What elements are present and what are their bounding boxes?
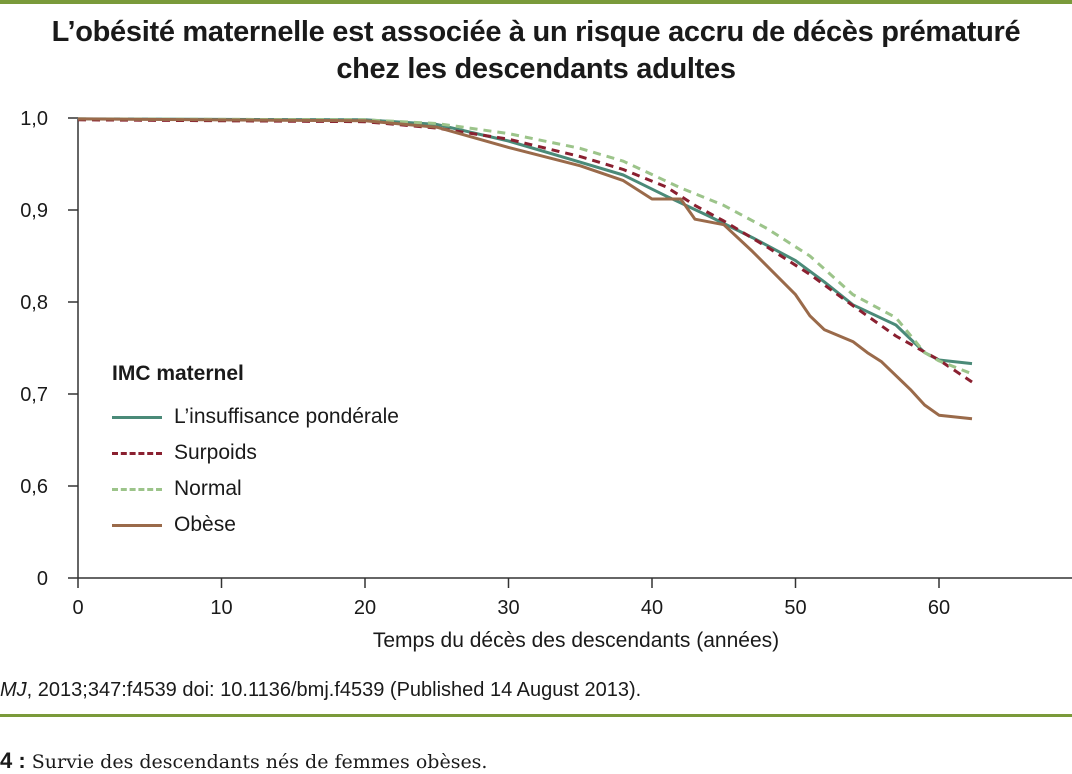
legend-label: Obèse: [174, 513, 236, 536]
chart-title-line-1: L’obésité maternelle est associée à un r…: [51, 16, 1021, 48]
source-reference: , 2013;347:f4539 doi: 10.1136/bmj.f4539 …: [26, 679, 642, 701]
y-tick-label: 1,0: [20, 108, 48, 130]
legend-swatch: [112, 523, 162, 527]
series-line-l-insuffisance-pondérale: [77, 117, 973, 366]
y-tick-label: 0,7: [20, 384, 48, 406]
source-journal: MJ: [0, 679, 27, 701]
series-line-normal: [77, 117, 973, 376]
x-tick-label: 60: [928, 597, 950, 619]
legend-swatch: [112, 415, 162, 419]
legend: IMC maternel L’insuffisance pondérale Sur…: [112, 362, 399, 543]
legend-item: Obèse: [112, 507, 399, 543]
legend-label: Surpoids: [174, 441, 257, 464]
series-line-surpoids: [77, 118, 973, 384]
legend-label: Normal: [174, 477, 242, 500]
y-tick-label: 0: [37, 568, 48, 590]
legend-item: Normal: [112, 471, 399, 507]
figure-caption: 4 : Survie des descendants nés de femmes…: [0, 748, 487, 774]
x-tick-label: 20: [354, 597, 376, 619]
top-rule: [0, 0, 1072, 4]
x-tick-label: 0: [72, 597, 83, 619]
survival-chart: 0 0,6 0,7 0,8 0,9 1,0 0 10 20 30 40 50 60 Temps du dé…: [20, 108, 1072, 652]
caption-number: 4 :: [0, 748, 26, 773]
chart-title: L’obésité maternelle est associée à un r…: [0, 14, 1072, 88]
y-tick-label: 0,8: [20, 292, 48, 314]
x-tick-label: 10: [210, 597, 232, 619]
legend-item: L’insuffisance pondérale: [112, 399, 399, 435]
x-tick-label: 50: [784, 597, 806, 619]
x-tick-label: 40: [641, 597, 663, 619]
legend-label: L’insuffisance pondérale: [174, 405, 399, 428]
y-tick-label: 0,6: [20, 476, 48, 498]
x-axis-label: Temps du décès des descendants (années): [373, 629, 779, 652]
chart-title-line-2: chez les descendants adultes: [336, 53, 736, 85]
y-tick-label: 0,9: [20, 200, 48, 222]
legend-swatch: [112, 487, 162, 491]
legend-swatch: [112, 451, 162, 455]
x-tick-label: 30: [497, 597, 519, 619]
legend-title: IMC maternel: [112, 362, 244, 385]
legend-item: Surpoids: [112, 435, 399, 471]
caption-text: Survie des descendants nés de femmes obè…: [25, 751, 488, 773]
source-citation: MJ, 2013;347:f4539 doi: 10.1136/bmj.f453…: [0, 679, 641, 702]
series-line-obèse: [77, 117, 973, 421]
section-rule: [0, 714, 1072, 717]
